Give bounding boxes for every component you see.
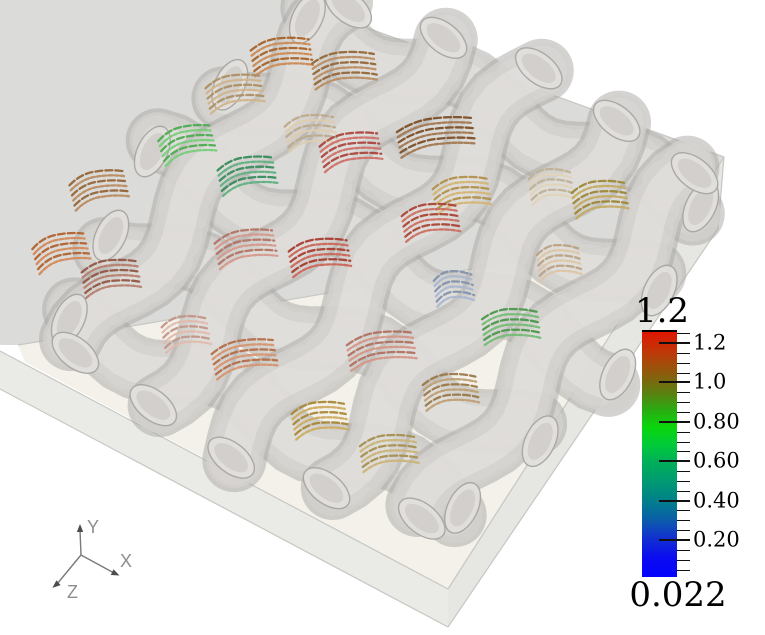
- axis-z-label: Z: [67, 582, 78, 602]
- axis-y-label: Y: [87, 517, 99, 537]
- streamline-bundle: [432, 270, 477, 308]
- streamline-bundle: [204, 73, 266, 115]
- streamline-bundle: [287, 237, 353, 279]
- streamline-bundle: [527, 167, 575, 207]
- streamline-bundle: [400, 202, 462, 243]
- streamline-bundle: [68, 169, 131, 212]
- streamline-bundle: [283, 113, 339, 154]
- streamline-bundle: [310, 50, 379, 91]
- axis-x-label: X: [120, 551, 132, 571]
- streamline-bundle: [157, 123, 218, 168]
- streamline-bundle: [480, 307, 543, 347]
- streamline-bundle: [345, 330, 418, 372]
- streamline-bundle: [395, 115, 478, 159]
- streamline-bundle: [570, 179, 630, 220]
- streamline-bundle: [80, 258, 144, 300]
- streamline-bundle: [160, 314, 213, 355]
- streamline-bundle: [216, 155, 280, 198]
- streamline-bundle: [358, 433, 421, 474]
- streamline-bundle: [210, 338, 280, 381]
- streamline-bundles: [31, 36, 630, 474]
- orientation-axes-widget: Y X Z: [52, 517, 132, 602]
- streamline-bundle: [535, 243, 583, 283]
- streamline-bundle: [318, 131, 384, 174]
- streamline-bundle: [31, 231, 92, 276]
- tube-end-caps: [50, 0, 720, 540]
- streamline-bundle: [213, 228, 279, 271]
- streamline-bundle: [249, 36, 315, 78]
- streamline-bundle: [421, 372, 481, 412]
- streamline-bundle: [290, 400, 350, 441]
